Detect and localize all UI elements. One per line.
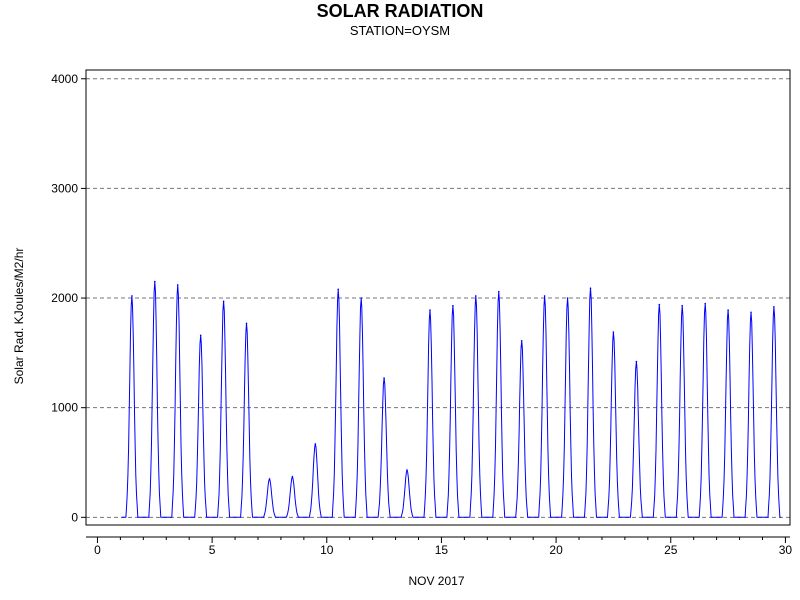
chart-subtitle: STATION=OYSM — [349, 23, 451, 38]
data-point-peak — [245, 322, 248, 325]
data-point-peak — [337, 288, 340, 291]
data-point-peak — [750, 311, 752, 314]
data-point-peak — [176, 284, 179, 286]
y-tick-label: 2000 — [51, 291, 78, 305]
y-tick-label: 1000 — [51, 401, 78, 415]
data-point-peak — [543, 295, 546, 297]
x-tick-label: 10 — [320, 543, 334, 557]
data-point-peak — [681, 304, 683, 307]
data-point-peak — [131, 295, 133, 297]
data-point-peak — [498, 290, 500, 293]
data-point-peak — [452, 304, 454, 307]
data-point-peak — [360, 297, 363, 299]
x-tick-label: 15 — [435, 543, 449, 557]
data-point-peak — [475, 295, 477, 297]
x-tick-label: 20 — [549, 543, 563, 557]
data-point-peak — [314, 443, 317, 445]
data-point-peak — [635, 360, 638, 363]
data-point-peak — [773, 306, 775, 308]
data-point-peak — [520, 340, 523, 342]
chart-title: SOLAR RADIATION — [316, 1, 484, 21]
x-tick-label: 0 — [94, 543, 101, 557]
data-point-peak — [222, 300, 225, 303]
data-point-peak — [268, 478, 271, 480]
data-point-peak — [658, 303, 661, 306]
data-point-peak — [589, 287, 592, 290]
x-tick-label: 30 — [779, 543, 793, 557]
data-point-peak — [612, 331, 615, 333]
series-line — [121, 281, 781, 518]
data-point-peak — [704, 302, 706, 305]
data-point-peak — [383, 377, 385, 379]
data-point-peak — [727, 309, 729, 311]
y-tick-label: 4000 — [51, 72, 78, 86]
y-tick-label: 0 — [71, 510, 78, 524]
y-axis-label: Solar Rad. KJoules/M2/hr — [12, 247, 26, 385]
data-point-peak — [199, 334, 202, 337]
y-tick-label: 3000 — [51, 181, 78, 195]
x-axis-label: NOV 2017 — [408, 574, 465, 588]
plot-frame — [85, 69, 791, 526]
data-point-peak — [291, 476, 294, 478]
data-point-peak — [566, 297, 569, 299]
data-point-peak — [429, 309, 431, 311]
x-tick-label: 25 — [664, 543, 678, 557]
data-point-peak — [406, 469, 408, 472]
data-point-peak — [154, 280, 156, 283]
x-tick-label: 5 — [209, 543, 216, 557]
